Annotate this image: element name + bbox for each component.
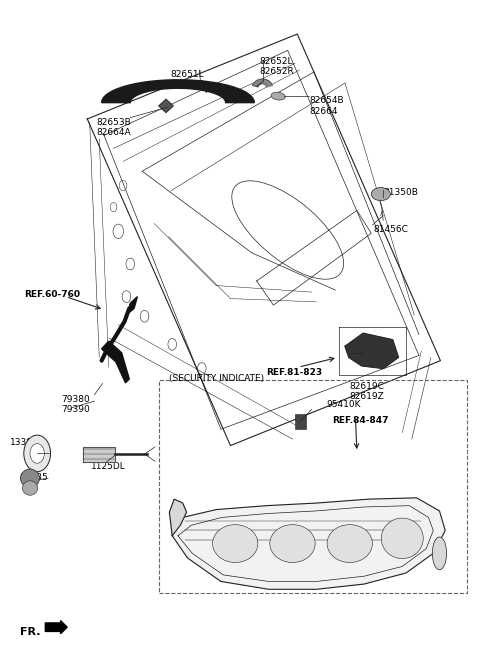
Ellipse shape xyxy=(270,525,315,562)
Text: 82651L
82661R: 82651L 82661R xyxy=(171,70,205,89)
Ellipse shape xyxy=(271,92,285,100)
Polygon shape xyxy=(345,333,398,369)
Text: 1125DL: 1125DL xyxy=(91,462,126,471)
Ellipse shape xyxy=(371,188,390,201)
Text: REF.60-760: REF.60-760 xyxy=(24,290,80,299)
Text: (SECURITY INDICATE): (SECURITY INDICATE) xyxy=(169,374,264,382)
Text: 82619C
82619Z: 82619C 82619Z xyxy=(350,382,384,401)
Text: 82652L
82652R: 82652L 82652R xyxy=(259,57,294,76)
Polygon shape xyxy=(128,297,137,314)
Polygon shape xyxy=(102,341,129,383)
FancyArrow shape xyxy=(45,621,67,634)
Circle shape xyxy=(30,443,44,463)
Ellipse shape xyxy=(381,518,423,559)
Text: 82653B
82664A: 82653B 82664A xyxy=(97,117,132,137)
Text: 81335: 81335 xyxy=(20,473,48,482)
Text: 81456C: 81456C xyxy=(373,225,408,234)
Ellipse shape xyxy=(213,525,258,562)
FancyBboxPatch shape xyxy=(295,414,306,428)
Polygon shape xyxy=(102,80,254,102)
Text: 1339CC: 1339CC xyxy=(10,438,46,447)
Polygon shape xyxy=(159,99,173,112)
Polygon shape xyxy=(84,447,115,462)
Polygon shape xyxy=(252,79,273,87)
Ellipse shape xyxy=(327,525,372,562)
Text: 81350B: 81350B xyxy=(383,188,418,197)
Circle shape xyxy=(24,435,50,472)
Text: REF.81-823: REF.81-823 xyxy=(266,369,323,377)
Polygon shape xyxy=(169,499,187,536)
Polygon shape xyxy=(172,498,445,589)
Ellipse shape xyxy=(23,481,37,495)
Text: FR.: FR. xyxy=(20,627,40,637)
Text: 79380
79390: 79380 79390 xyxy=(61,395,90,414)
Text: 95410K: 95410K xyxy=(327,400,361,409)
Ellipse shape xyxy=(21,469,39,487)
Text: REF.84-847: REF.84-847 xyxy=(332,416,388,425)
Text: 82654B
82664: 82654B 82664 xyxy=(309,96,344,115)
Ellipse shape xyxy=(432,537,446,569)
